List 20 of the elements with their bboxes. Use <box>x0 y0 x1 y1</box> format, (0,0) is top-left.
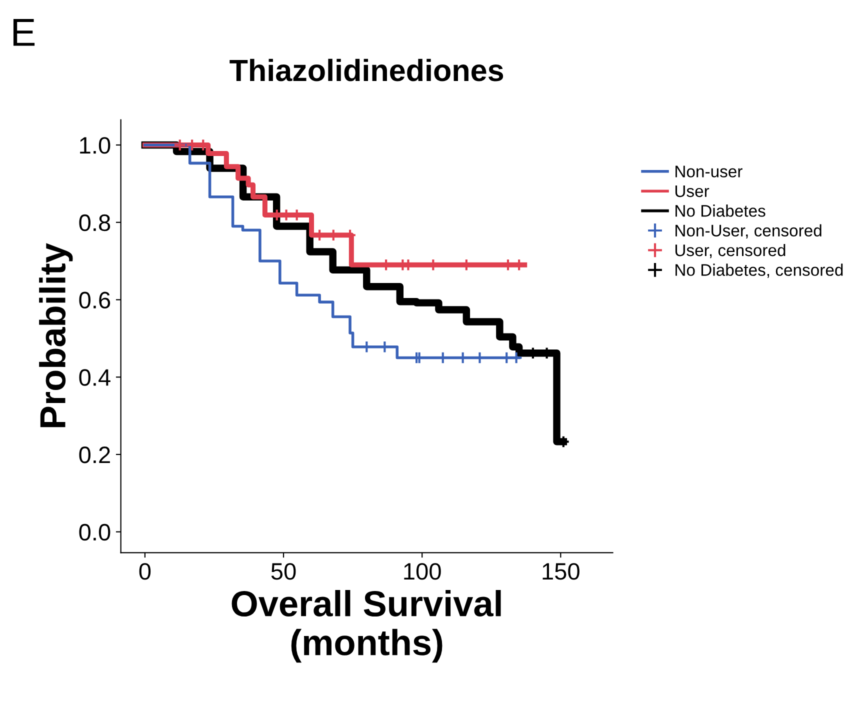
x-axis-title: Overall Survival (months) <box>232 590 501 663</box>
y-tick-label: 0.4 <box>79 369 110 386</box>
x-tick-label: 0 <box>139 563 151 580</box>
y-tick-label: 0.0 <box>79 524 110 541</box>
y-tick-label: 1.0 <box>80 137 110 154</box>
y-tick-label: 0.2 <box>79 446 110 464</box>
legend-label: User <box>675 185 710 198</box>
legend-label: No Diabetes, censored <box>676 264 843 278</box>
y-tick-label: 0.8 <box>79 214 110 232</box>
legend-label: User, censored <box>675 244 786 258</box>
text: E <box>13 19 35 46</box>
x-tick-label: 100 <box>404 563 441 580</box>
y-tick-label: 0.6 <box>79 292 110 309</box>
legend-label: Non-user <box>676 166 742 178</box>
x-tick-label: 50 <box>271 563 296 580</box>
x-tick-label: 150 <box>542 563 580 580</box>
chart-title: Thiazolidinediones <box>230 58 504 82</box>
legend-label: Non-User, censored <box>676 224 822 238</box>
legend-label: No Diabetes <box>676 204 766 217</box>
y-axis-title: Probability <box>39 243 73 428</box>
